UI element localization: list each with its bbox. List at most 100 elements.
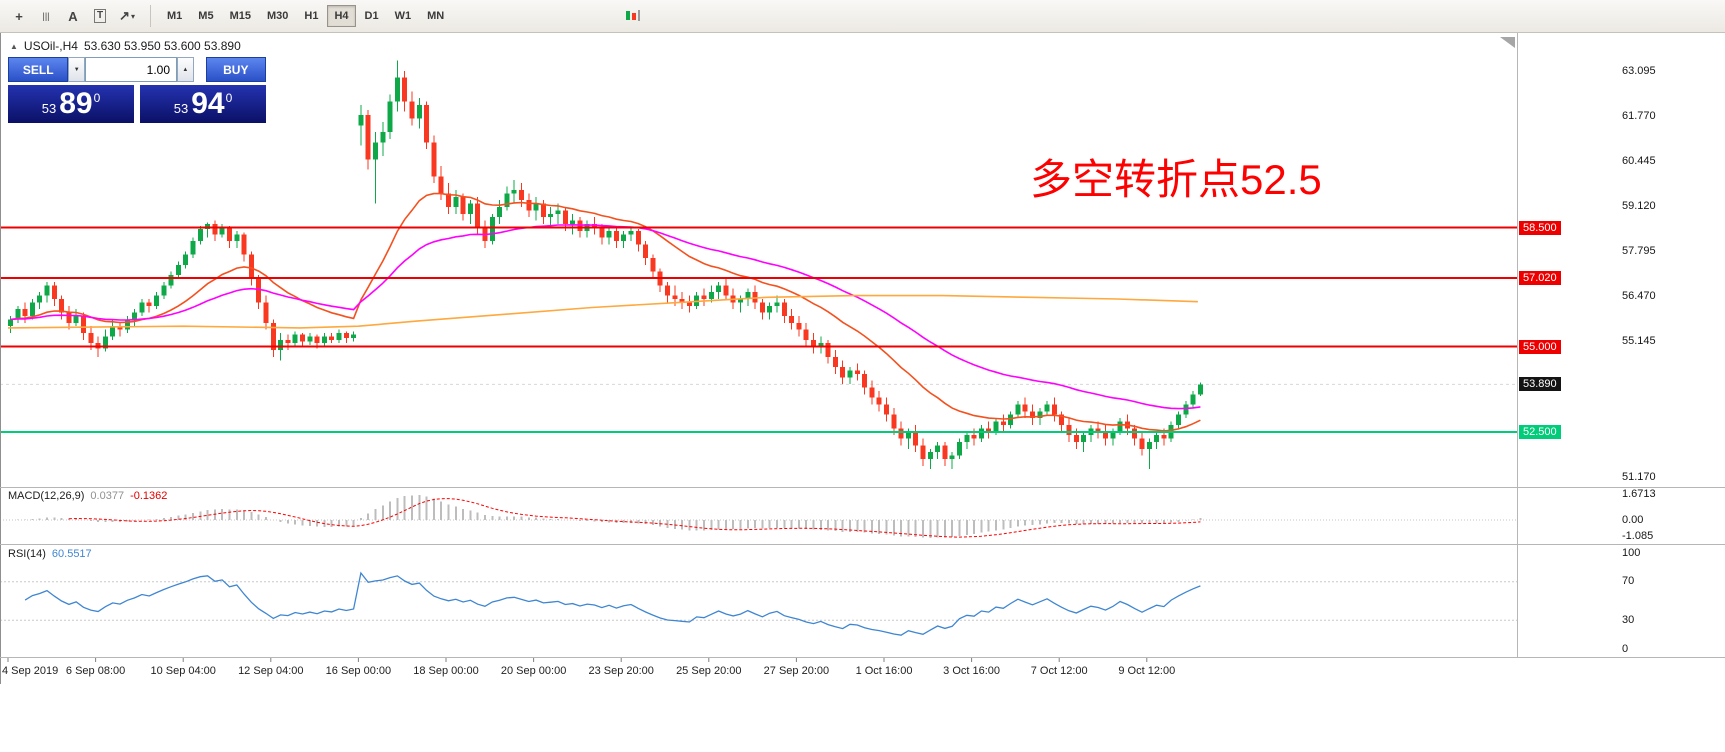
time-axis-label: 6 Sep 08:00 (66, 665, 125, 677)
price-line-label: 58.500 (1519, 220, 1561, 235)
scale-label: -1.085 (1622, 530, 1654, 543)
chart-shift-marker[interactable] (1500, 37, 1515, 48)
time-axis-label: 20 Sep 00:00 (501, 665, 566, 677)
time-axis-label: 4 Sep 2019 (2, 665, 58, 677)
window-left-edge (0, 33, 1, 684)
mini-chart-glyph (626, 10, 641, 21)
buy-price-fraction: 0 (225, 90, 233, 105)
macd-label: MACD(12,26,9) 0.0377 -0.1362 (8, 490, 167, 502)
lot-decrease-button[interactable]: ▼ (68, 57, 85, 82)
sell-price-display[interactable]: 53 89 0 (8, 85, 134, 123)
line-tools-group: + ||| A T ↗ ▾ (6, 4, 141, 28)
horizontal-lines-group (0, 226, 1517, 433)
timeframe-d1[interactable]: D1 (364, 10, 379, 22)
time-axis-label: 12 Sep 04:00 (238, 665, 303, 677)
timeframe-m30[interactable]: M30 (266, 10, 289, 22)
price-scale-divider (1517, 33, 1518, 657)
mini-chart-icon[interactable] (621, 5, 645, 27)
macd-main-value: 0.0377 (90, 490, 125, 502)
buy-price-pips: 94 (191, 87, 225, 120)
caret-up-icon: ▲ (182, 66, 189, 73)
scale-label: 0 (1622, 642, 1629, 655)
text-icon[interactable]: A (68, 8, 78, 24)
scale-label: 61.770 (1622, 109, 1656, 122)
ohlc-values: 53.630 53.950 53.600 53.890 (83, 39, 241, 53)
text-label-icon[interactable]: T (87, 4, 113, 28)
macd-canvas[interactable] (0, 488, 1517, 544)
sell-price-pips: 89 (59, 87, 93, 120)
scale-label: 30 (1622, 613, 1635, 626)
caret-down-icon: ▼ (73, 66, 80, 73)
buy-button[interactable]: BUY (205, 57, 266, 82)
timeframe-h4[interactable]: H4 (327, 5, 356, 27)
one-click-trading-panel: SELL ▼ ▲ BUY 53 89 0 53 94 0 (8, 57, 266, 123)
panel-collapse-triangle-icon[interactable]: ▲ (10, 41, 18, 51)
timeframe-mn[interactable]: MN (427, 10, 445, 22)
time-scale-divider (0, 657, 1725, 658)
rsi-name: RSI(14) (8, 548, 46, 560)
sell-price-fraction: 0 (93, 90, 101, 105)
time-scale-canvas[interactable]: 4 Sep 2019 6 Sep 08:00 10 Sep 04:00 12 Sep … (0, 658, 1725, 684)
scale-label: 100 (1622, 546, 1641, 559)
pane-divider-rsi[interactable] (0, 544, 1725, 545)
trade-prices-row: 53 89 0 53 94 0 (8, 85, 266, 123)
time-axis-label: 18 Sep 00:00 (413, 665, 478, 677)
scale-label: 56.470 (1622, 290, 1656, 303)
vertical-lines-icon[interactable]: ||| (42, 11, 50, 21)
arrow-tools-icon[interactable]: ↗ ▾ (119, 8, 135, 23)
rsi-canvas[interactable] (0, 545, 1517, 657)
price-chart-canvas[interactable] (0, 33, 1517, 487)
time-axis-label: 23 Sep 20:00 (588, 665, 653, 677)
time-axis-label: 25 Sep 20:00 (676, 665, 741, 677)
scale-label: 1.6713 (1622, 487, 1656, 500)
annotation-text: 多空转折点52.5 (1030, 156, 1322, 203)
timeframe-m5[interactable]: M5 (198, 10, 214, 22)
macd-signal-line (68, 498, 1201, 538)
toolbar-separator (150, 5, 151, 27)
scale-label: 70 (1622, 575, 1635, 588)
time-axis-label: 3 Oct 16:00 (943, 665, 1000, 677)
rsi-value: 60.5517 (51, 548, 92, 560)
toolbar: + ||| A T ↗ ▾ M1 M5 M15 M30 H1 H4 D1 W1 MN (0, 0, 1725, 33)
timeframe-m15[interactable]: M15 (229, 10, 251, 22)
rsi-label: RSI(14) 60.5517 (8, 548, 92, 560)
time-axis-label: 27 Sep 20:00 (764, 665, 829, 677)
crosshair-icon[interactable]: + (15, 8, 23, 24)
price-line-label: 55.000 (1519, 339, 1561, 354)
sell-price-whole: 53 (41, 101, 57, 116)
moving-averages-group (7, 192, 1201, 432)
price-line-label: 52.500 (1519, 424, 1561, 439)
pane-divider-macd[interactable] (0, 487, 1725, 488)
scale-label: 57.795 (1622, 245, 1656, 257)
price-line-label: 57.020 (1519, 270, 1561, 285)
scale-label: 55.145 (1622, 335, 1656, 348)
time-axis-label: 9 Oct 12:00 (1118, 665, 1175, 677)
lot-size-input[interactable] (85, 57, 177, 82)
timeframe-h1[interactable]: H1 (304, 10, 319, 22)
macd-signal-value: -0.1362 (130, 490, 168, 502)
lot-increase-button[interactable]: ▲ (177, 57, 194, 82)
timeframe-w1[interactable]: W1 (394, 10, 412, 22)
symbol-title: USOil-,H4 (23, 39, 78, 53)
macd-name: MACD(12,26,9) (8, 490, 85, 502)
time-axis-label: 7 Oct 12:00 (1031, 665, 1088, 677)
time-axis-label: 16 Sep 00:00 (326, 665, 391, 677)
scale-label: 60.445 (1622, 154, 1656, 167)
time-axis-label: 10 Sep 04:00 (150, 665, 215, 677)
scale-label: 0.00 (1622, 513, 1644, 526)
price-line-label: 53.890 (1519, 377, 1561, 392)
rsi-line (24, 571, 1201, 636)
scale-label: 63.095 (1622, 64, 1656, 77)
chart-header: ▲ USOil-,H4 53.630 53.950 53.600 53.890 (10, 39, 241, 53)
time-axis-label: 1 Oct 16:00 (856, 665, 913, 677)
buy-price-whole: 53 (173, 101, 189, 116)
timeframe-m1[interactable]: M1 (167, 10, 183, 22)
timeframe-group: M1 M5 M15 M30 H1 H4 D1 W1 MN (160, 5, 453, 27)
macd-histogram (16, 495, 1202, 538)
trade-controls-row: SELL ▼ ▲ BUY (8, 57, 266, 82)
sell-button[interactable]: SELL (8, 57, 69, 82)
scale-label: 51.170 (1622, 470, 1656, 483)
price-scale[interactable]: 63.095 61.770 60.445 59.120 57.795 56.470 55.1… (1518, 33, 1724, 657)
buy-price-display[interactable]: 53 94 0 (140, 85, 266, 123)
scale-label: 59.120 (1622, 199, 1656, 212)
